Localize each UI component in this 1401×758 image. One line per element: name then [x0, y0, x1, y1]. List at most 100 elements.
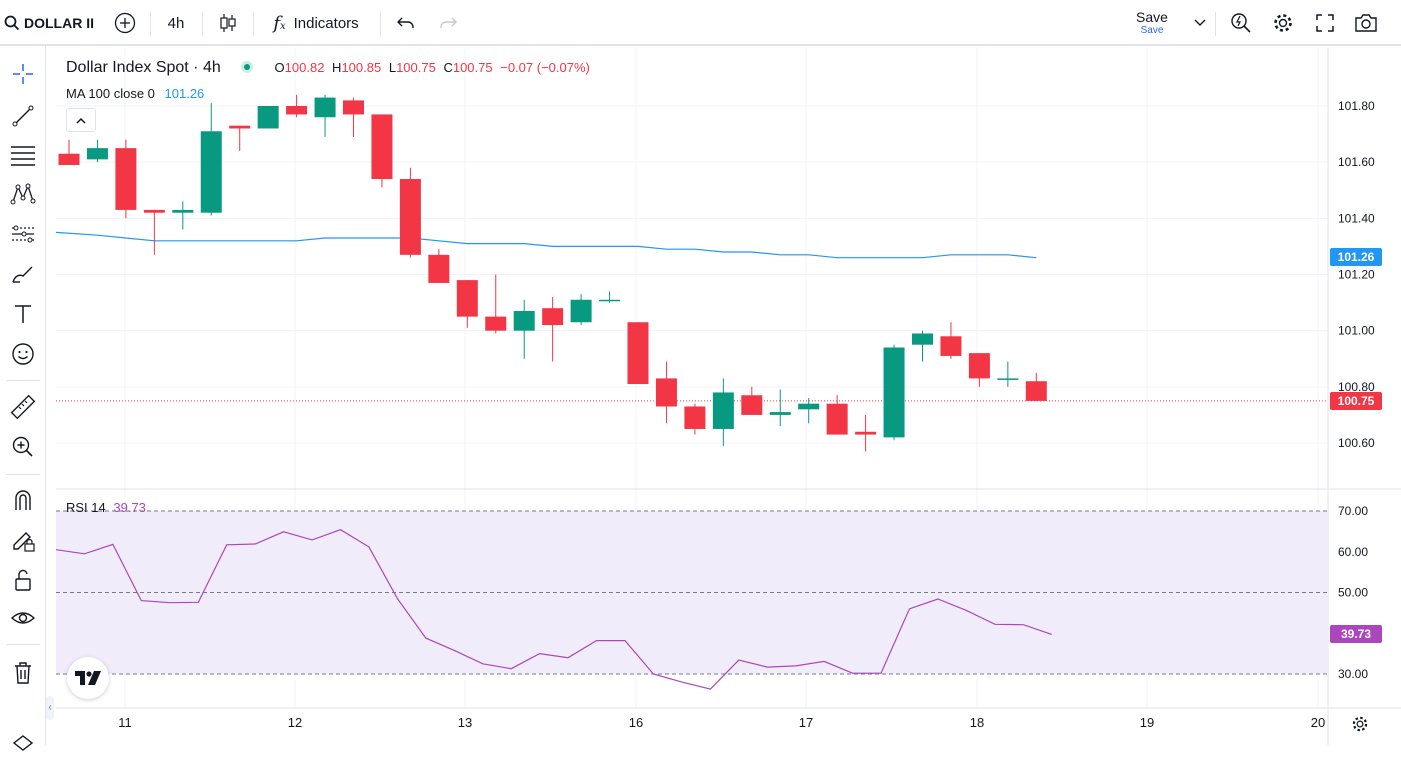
candle[interactable] — [741, 386, 763, 415]
object-tree-tool[interactable] — [7, 726, 39, 758]
time-tick-label: 19 — [1140, 715, 1154, 730]
candle[interactable] — [712, 378, 734, 446]
symbol-title[interactable]: Dollar Index Spot · 4h — [66, 59, 221, 76]
remove-drawings-tool[interactable] — [7, 657, 39, 689]
candle[interactable] — [115, 139, 137, 219]
pattern-tool[interactable] — [7, 178, 39, 210]
candle[interactable] — [343, 97, 364, 137]
candle[interactable] — [599, 291, 621, 303]
save-menu-button[interactable] — [1190, 0, 1210, 46]
candle[interactable] — [314, 94, 336, 137]
candle-body — [257, 106, 279, 129]
candle[interactable] — [86, 139, 108, 163]
indicators-button[interactable]: fx Indicators — [262, 0, 370, 46]
zoom-tool[interactable] — [7, 431, 39, 463]
candle[interactable] — [456, 280, 478, 328]
lock-drawings-tool[interactable] — [7, 524, 39, 556]
candle[interactable] — [200, 103, 222, 216]
candle-body — [912, 333, 933, 345]
candle[interactable] — [428, 249, 450, 283]
snapshot-button[interactable] — [1351, 0, 1381, 46]
settings-button[interactable] — [1269, 0, 1297, 46]
trend-line-tool[interactable] — [7, 100, 39, 132]
rsi-line[interactable] — [56, 529, 1052, 690]
redo-button[interactable] — [434, 0, 462, 46]
indicators-label: Indicators — [293, 14, 359, 32]
magnet-tool[interactable] — [7, 484, 39, 516]
fullscreen-button[interactable] — [1311, 0, 1339, 46]
measure-tool[interactable] — [7, 391, 39, 423]
ma-value: 101.26 — [164, 86, 205, 101]
quick-search-button[interactable] — [1227, 0, 1255, 46]
candle[interactable] — [883, 344, 905, 441]
candle[interactable] — [855, 414, 877, 452]
candle[interactable] — [684, 403, 706, 435]
symbol-search[interactable]: DOLLAR II — [4, 0, 96, 46]
candle[interactable] — [371, 114, 393, 188]
chevron-down-icon — [1194, 19, 1206, 26]
time-tick-label: 17 — [799, 715, 813, 730]
candle[interactable] — [513, 299, 535, 359]
interval-button[interactable]: 4h — [158, 0, 194, 46]
toolbar-divider — [380, 12, 381, 36]
high-value: 100.85 — [341, 60, 382, 75]
open-value: 100.82 — [284, 60, 325, 75]
market-status-dot — [240, 61, 253, 73]
candle[interactable] — [286, 94, 308, 118]
gear-icon — [1274, 14, 1292, 32]
time-tick-label: 16 — [629, 715, 643, 730]
price-tick-label: 101.40 — [1338, 211, 1375, 225]
candle[interactable] — [627, 322, 649, 385]
text-tool[interactable] — [7, 298, 39, 330]
candle[interactable] — [172, 201, 194, 230]
candle[interactable] — [655, 361, 677, 424]
chart-type-button[interactable] — [213, 0, 243, 46]
forecast-tool[interactable] — [7, 218, 39, 250]
price-chart[interactable]: 101.80101.60101.40101.20101.00100.80100.… — [56, 46, 1401, 745]
sidebar-divider — [6, 474, 40, 475]
tradingview-logo[interactable] — [67, 657, 109, 699]
axis-settings-button[interactable] — [1348, 712, 1372, 736]
candle[interactable] — [912, 330, 933, 362]
candle-body — [58, 153, 80, 165]
candle[interactable] — [229, 125, 251, 151]
candle[interactable] — [1025, 372, 1047, 401]
chart-area[interactable]: 101.80 101.60 101.40 101.20 101.00 100.80 100.… — [56, 46, 1401, 745]
sidebar-divider — [6, 644, 40, 645]
hide-drawings-tool[interactable] — [7, 602, 39, 634]
candle[interactable] — [542, 296, 564, 362]
candle[interactable] — [58, 139, 80, 165]
candle[interactable] — [769, 389, 791, 427]
candle[interactable] — [940, 322, 962, 359]
candle[interactable] — [968, 353, 990, 387]
undo-button[interactable] — [392, 0, 420, 46]
time-tick-label: 12 — [288, 715, 302, 730]
compare-symbol-button[interactable] — [110, 0, 140, 46]
time-tick-label: 18 — [970, 715, 984, 730]
collapse-legend-button[interactable] — [66, 108, 96, 132]
candle[interactable] — [257, 106, 279, 129]
candle[interactable] — [826, 395, 848, 435]
lock-all-tool[interactable] — [7, 564, 39, 596]
candle[interactable] — [485, 274, 507, 334]
fib-tool[interactable] — [7, 139, 39, 171]
ma-legend[interactable]: MA 100 close 0 101.26 — [66, 86, 204, 101]
brush-tool[interactable] — [7, 258, 39, 290]
candle[interactable] — [143, 209, 165, 255]
candle[interactable] — [399, 167, 421, 258]
save-button[interactable]: Save Save — [1128, 0, 1176, 46]
rsi-legend[interactable]: RSI 14 39.73 — [66, 500, 146, 515]
crosshair-tool[interactable] — [7, 58, 39, 90]
emoji-tool[interactable] — [7, 338, 39, 370]
candle-body — [570, 299, 592, 323]
candle[interactable] — [997, 361, 1019, 387]
ma-line[interactable] — [56, 231, 1037, 259]
candle-body — [883, 347, 905, 438]
redo-icon — [440, 17, 457, 28]
collapse-sidebar-handle[interactable]: ‹ — [46, 696, 54, 720]
ruler-icon — [10, 394, 36, 420]
candle-body — [200, 131, 222, 213]
candle[interactable] — [798, 398, 820, 424]
candle[interactable] — [570, 294, 592, 326]
trash-icon — [15, 662, 31, 684]
